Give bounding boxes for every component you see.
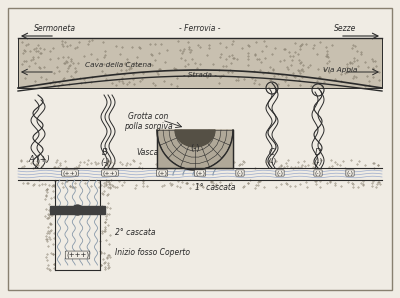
Text: 2° cascata: 2° cascata xyxy=(115,228,156,237)
Text: Via Appia: Via Appia xyxy=(323,67,357,73)
Text: Sermoneta: Sermoneta xyxy=(34,24,76,33)
Text: Sezze: Sezze xyxy=(334,24,356,33)
Polygon shape xyxy=(50,206,105,214)
Text: (++): (++) xyxy=(62,170,78,176)
Text: - Ferrovia -: - Ferrovia - xyxy=(179,24,221,33)
Text: (+): (+) xyxy=(157,170,167,176)
Text: A (+): A (+) xyxy=(28,155,50,164)
Text: Inizio fosso Coperto: Inizio fosso Coperto xyxy=(115,248,190,257)
Polygon shape xyxy=(18,38,382,88)
Circle shape xyxy=(72,205,82,215)
Text: - Strada -: - Strada - xyxy=(183,72,217,78)
Polygon shape xyxy=(157,130,233,170)
Polygon shape xyxy=(175,130,215,147)
Text: Grotta con
polla sorgiva: Grotta con polla sorgiva xyxy=(124,112,172,131)
Text: (-): (-) xyxy=(314,170,322,176)
Text: (+): (+) xyxy=(195,170,205,176)
Text: D
(-): D (-) xyxy=(313,148,323,167)
Text: (-): (-) xyxy=(236,170,244,176)
Text: (++): (++) xyxy=(102,170,118,176)
Text: 1° cascata: 1° cascata xyxy=(195,183,235,192)
Text: (-): (-) xyxy=(346,170,354,176)
Text: (-): (-) xyxy=(190,144,200,153)
Text: C
(-): C (-) xyxy=(267,148,277,167)
Polygon shape xyxy=(157,130,233,168)
Text: B
(-): B (-) xyxy=(100,148,110,167)
Text: (-): (-) xyxy=(276,170,284,176)
Text: Cava della Catena: Cava della Catena xyxy=(85,62,152,68)
Text: Vasca: Vasca xyxy=(137,148,159,157)
Text: (+++): (+++) xyxy=(66,252,89,258)
